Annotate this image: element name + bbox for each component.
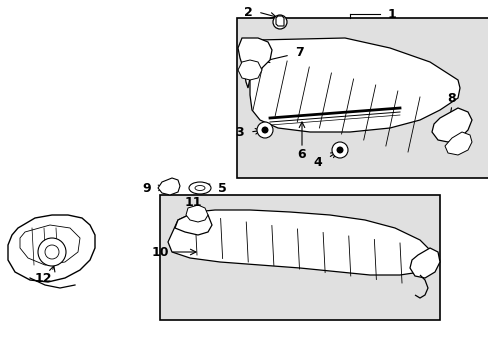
Polygon shape xyxy=(20,225,80,265)
Polygon shape xyxy=(238,60,262,80)
Bar xyxy=(160,195,439,320)
Text: 2: 2 xyxy=(243,5,252,18)
Text: 5: 5 xyxy=(217,181,226,194)
Text: 4: 4 xyxy=(313,156,322,168)
Circle shape xyxy=(276,19,283,25)
Bar xyxy=(237,18,488,178)
Text: 1: 1 xyxy=(387,8,396,21)
Ellipse shape xyxy=(189,182,210,194)
Circle shape xyxy=(38,238,66,266)
Polygon shape xyxy=(238,38,271,88)
Ellipse shape xyxy=(195,185,204,190)
Polygon shape xyxy=(8,215,95,282)
Text: 10: 10 xyxy=(151,246,168,258)
Polygon shape xyxy=(168,210,431,275)
Polygon shape xyxy=(431,108,471,142)
Text: 12: 12 xyxy=(34,271,52,284)
Polygon shape xyxy=(175,212,212,235)
Polygon shape xyxy=(158,178,180,195)
Text: 8: 8 xyxy=(447,91,455,104)
Text: 3: 3 xyxy=(235,126,244,139)
Circle shape xyxy=(331,142,347,158)
Polygon shape xyxy=(409,248,439,278)
Text: 9: 9 xyxy=(142,181,151,194)
Polygon shape xyxy=(249,38,459,132)
Circle shape xyxy=(261,126,268,134)
Text: 11: 11 xyxy=(184,195,202,208)
Circle shape xyxy=(336,147,343,153)
Circle shape xyxy=(45,245,59,259)
Circle shape xyxy=(257,122,272,138)
Polygon shape xyxy=(444,132,471,155)
Circle shape xyxy=(272,15,286,29)
Text: 7: 7 xyxy=(295,45,304,58)
Polygon shape xyxy=(275,16,284,26)
Text: 6: 6 xyxy=(297,148,305,162)
Polygon shape xyxy=(185,205,207,222)
